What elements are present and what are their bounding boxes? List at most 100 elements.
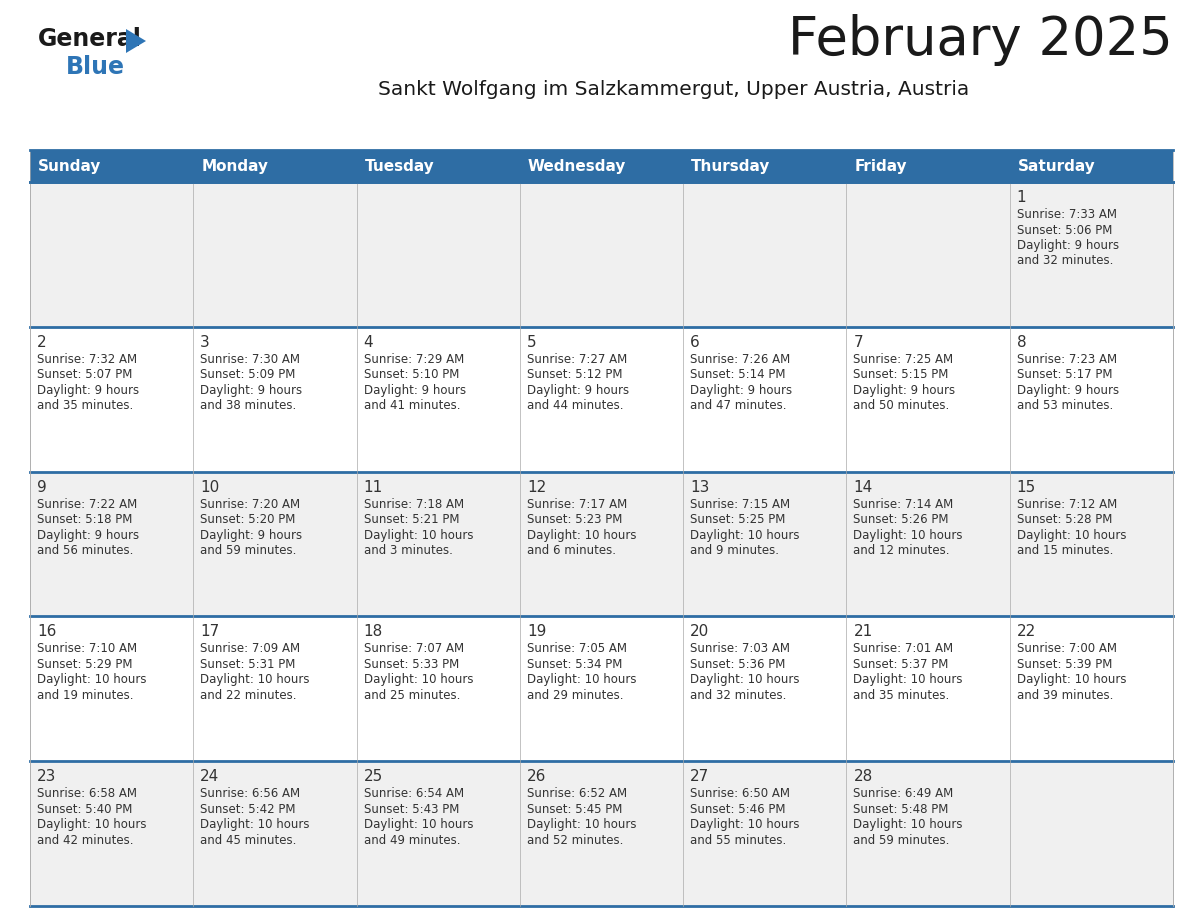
Text: Daylight: 10 hours: Daylight: 10 hours <box>201 674 310 687</box>
Text: Sunrise: 7:05 AM: Sunrise: 7:05 AM <box>526 643 627 655</box>
Bar <box>30 327 194 472</box>
Bar <box>356 182 520 327</box>
Text: and 32 minutes.: and 32 minutes. <box>1017 254 1113 267</box>
Text: Sunrise: 7:26 AM: Sunrise: 7:26 AM <box>690 353 790 365</box>
Text: Sunrise: 7:32 AM: Sunrise: 7:32 AM <box>37 353 137 365</box>
Text: Daylight: 10 hours: Daylight: 10 hours <box>690 818 800 831</box>
Text: Saturday: Saturday <box>1018 159 1095 174</box>
Text: and 49 minutes.: and 49 minutes. <box>364 834 460 846</box>
Text: Sunrise: 6:54 AM: Sunrise: 6:54 AM <box>364 788 463 800</box>
Text: 18: 18 <box>364 624 383 640</box>
Text: Sunrise: 6:49 AM: Sunrise: 6:49 AM <box>853 788 954 800</box>
Text: 9: 9 <box>37 479 46 495</box>
Text: 10: 10 <box>201 479 220 495</box>
Text: February 2025: February 2025 <box>789 14 1173 66</box>
Bar <box>683 616 846 761</box>
Text: Sunset: 5:46 PM: Sunset: 5:46 PM <box>690 802 785 816</box>
Bar <box>356 761 520 906</box>
Text: Sunset: 5:23 PM: Sunset: 5:23 PM <box>526 513 623 526</box>
Text: and 6 minutes.: and 6 minutes. <box>526 544 615 557</box>
Text: Daylight: 10 hours: Daylight: 10 hours <box>853 529 963 542</box>
Text: Sunrise: 6:56 AM: Sunrise: 6:56 AM <box>201 788 301 800</box>
Text: Wednesday: Wednesday <box>527 159 626 174</box>
Text: 15: 15 <box>1017 479 1036 495</box>
Text: Daylight: 10 hours: Daylight: 10 hours <box>853 674 963 687</box>
Text: Sunset: 5:45 PM: Sunset: 5:45 PM <box>526 802 623 816</box>
Polygon shape <box>126 29 146 53</box>
Text: Daylight: 10 hours: Daylight: 10 hours <box>364 674 473 687</box>
Text: Sunrise: 7:14 AM: Sunrise: 7:14 AM <box>853 498 954 510</box>
Text: Daylight: 9 hours: Daylight: 9 hours <box>690 384 792 397</box>
Text: 22: 22 <box>1017 624 1036 640</box>
Text: Sunrise: 7:12 AM: Sunrise: 7:12 AM <box>1017 498 1117 510</box>
Text: 23: 23 <box>37 769 56 784</box>
Text: 7: 7 <box>853 335 862 350</box>
Text: Daylight: 9 hours: Daylight: 9 hours <box>201 529 303 542</box>
Text: 5: 5 <box>526 335 537 350</box>
Text: and 3 minutes.: and 3 minutes. <box>364 544 453 557</box>
Bar <box>356 616 520 761</box>
Text: Daylight: 9 hours: Daylight: 9 hours <box>201 384 303 397</box>
Text: Daylight: 9 hours: Daylight: 9 hours <box>364 384 466 397</box>
Bar <box>194 472 356 616</box>
Text: Daylight: 9 hours: Daylight: 9 hours <box>1017 384 1119 397</box>
Text: Sunset: 5:43 PM: Sunset: 5:43 PM <box>364 802 459 816</box>
Text: Sunrise: 7:09 AM: Sunrise: 7:09 AM <box>201 643 301 655</box>
Text: Sunrise: 7:00 AM: Sunrise: 7:00 AM <box>1017 643 1117 655</box>
Bar <box>30 616 194 761</box>
Text: Sunset: 5:36 PM: Sunset: 5:36 PM <box>690 658 785 671</box>
Bar <box>683 472 846 616</box>
Bar <box>356 472 520 616</box>
Text: and 15 minutes.: and 15 minutes. <box>1017 544 1113 557</box>
Text: Daylight: 9 hours: Daylight: 9 hours <box>853 384 955 397</box>
Text: 16: 16 <box>37 624 56 640</box>
Text: and 52 minutes.: and 52 minutes. <box>526 834 624 846</box>
Bar <box>520 182 683 327</box>
Text: 14: 14 <box>853 479 873 495</box>
Text: and 19 minutes.: and 19 minutes. <box>37 688 133 702</box>
Text: Sunset: 5:17 PM: Sunset: 5:17 PM <box>1017 368 1112 381</box>
Text: Sunset: 5:18 PM: Sunset: 5:18 PM <box>37 513 132 526</box>
Text: Sunset: 5:42 PM: Sunset: 5:42 PM <box>201 802 296 816</box>
Text: Sunrise: 7:20 AM: Sunrise: 7:20 AM <box>201 498 301 510</box>
Bar <box>846 327 1010 472</box>
Text: 19: 19 <box>526 624 546 640</box>
Text: Daylight: 9 hours: Daylight: 9 hours <box>37 529 139 542</box>
Text: Sunrise: 7:29 AM: Sunrise: 7:29 AM <box>364 353 463 365</box>
Text: 12: 12 <box>526 479 546 495</box>
Text: 13: 13 <box>690 479 709 495</box>
Bar <box>520 761 683 906</box>
Text: Sunset: 5:28 PM: Sunset: 5:28 PM <box>1017 513 1112 526</box>
Bar <box>194 182 356 327</box>
Text: 11: 11 <box>364 479 383 495</box>
Text: Monday: Monday <box>201 159 268 174</box>
Text: 6: 6 <box>690 335 700 350</box>
Bar <box>1010 472 1173 616</box>
Text: Sunset: 5:31 PM: Sunset: 5:31 PM <box>201 658 296 671</box>
Bar <box>683 182 846 327</box>
Text: and 47 minutes.: and 47 minutes. <box>690 399 786 412</box>
Text: 25: 25 <box>364 769 383 784</box>
Text: General: General <box>38 27 141 51</box>
Text: Daylight: 10 hours: Daylight: 10 hours <box>853 818 963 831</box>
Text: Sunrise: 7:15 AM: Sunrise: 7:15 AM <box>690 498 790 510</box>
Text: Sunset: 5:09 PM: Sunset: 5:09 PM <box>201 368 296 381</box>
Text: Daylight: 9 hours: Daylight: 9 hours <box>37 384 139 397</box>
Text: and 56 minutes.: and 56 minutes. <box>37 544 133 557</box>
Text: Sunset: 5:21 PM: Sunset: 5:21 PM <box>364 513 459 526</box>
Text: Sunset: 5:37 PM: Sunset: 5:37 PM <box>853 658 949 671</box>
Text: Sunset: 5:39 PM: Sunset: 5:39 PM <box>1017 658 1112 671</box>
Text: Sunset: 5:10 PM: Sunset: 5:10 PM <box>364 368 459 381</box>
Text: Daylight: 10 hours: Daylight: 10 hours <box>1017 674 1126 687</box>
Text: Sunrise: 7:01 AM: Sunrise: 7:01 AM <box>853 643 954 655</box>
Text: 24: 24 <box>201 769 220 784</box>
Text: Sunrise: 6:58 AM: Sunrise: 6:58 AM <box>37 788 137 800</box>
Text: Daylight: 10 hours: Daylight: 10 hours <box>526 674 637 687</box>
Text: and 25 minutes.: and 25 minutes. <box>364 688 460 702</box>
Text: Sunrise: 7:22 AM: Sunrise: 7:22 AM <box>37 498 138 510</box>
Text: Sunrise: 7:18 AM: Sunrise: 7:18 AM <box>364 498 463 510</box>
Bar <box>1010 616 1173 761</box>
Text: Sunset: 5:06 PM: Sunset: 5:06 PM <box>1017 223 1112 237</box>
Text: and 42 minutes.: and 42 minutes. <box>37 834 133 846</box>
Text: 4: 4 <box>364 335 373 350</box>
